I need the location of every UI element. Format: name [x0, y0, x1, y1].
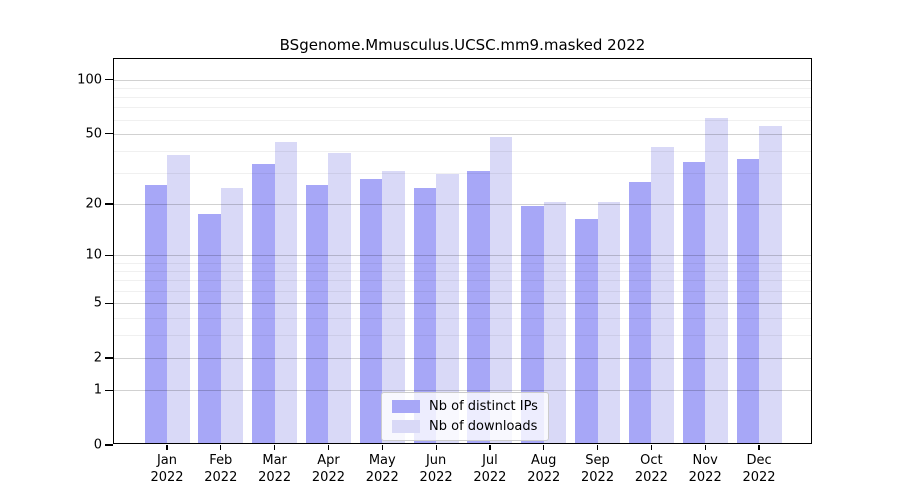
chart-title: BSgenome.Mmusculus.UCSC.mm9.masked 2022 [279, 36, 646, 54]
gridline-minor-90 [114, 87, 811, 89]
gridline-minor-40 [114, 150, 811, 152]
bar-distinct-ips-feb [198, 214, 221, 443]
gridline-major-2 [114, 358, 811, 360]
month-label-jan: Jan 2022 [150, 453, 184, 485]
gridline-minor-3 [114, 335, 811, 337]
bar-downloads-nov [705, 117, 728, 443]
bar-distinct-ips-jan [144, 185, 167, 443]
x-tick-jun [435, 444, 437, 450]
month-label-feb: Feb 2022 [204, 453, 238, 485]
y-tick-100 [105, 78, 113, 81]
y-tick-label-50: 50 [85, 126, 102, 142]
gridline-minor-7 [114, 280, 811, 282]
gridline-major-1 [114, 390, 811, 392]
month-label-sep: Sep 2022 [581, 453, 615, 485]
bar-distinct-ips-jul [467, 171, 490, 443]
gridline-major-100 [114, 79, 811, 81]
month-label-nov: Nov 2022 [688, 453, 722, 485]
y-tick-label-0: 0 [93, 437, 102, 453]
y-tick-label-2: 2 [93, 350, 102, 366]
legend-item-downloads: Nb of downloads [392, 419, 538, 434]
gridline-minor-8 [114, 271, 811, 273]
x-tick-may [381, 444, 383, 450]
gridline-minor-60 [114, 119, 811, 121]
bar-downloads-oct [651, 147, 674, 443]
gridline-minor-80 [114, 97, 811, 99]
x-tick-sep [596, 444, 599, 450]
bar-distinct-ips-sep [575, 218, 598, 443]
bar-distinct-ips-dec [736, 159, 760, 443]
month-label-may: May 2022 [365, 453, 399, 485]
bar-downloads-aug [543, 201, 567, 443]
plot-area: 0 1 2 5 10 20 50 100 Jan 2022 Feb 2022 Mar 2022 Apr 20… [77, 58, 812, 485]
bar-distinct-ips-aug [521, 205, 544, 443]
month-label-apr: Apr 2022 [311, 453, 345, 485]
x-tick-jul [489, 444, 491, 450]
x-tick-nov [704, 444, 706, 450]
y-tick-label-100: 100 [77, 72, 102, 88]
bar-downloads-mar [274, 141, 298, 443]
x-tick-aug [543, 444, 545, 450]
bar-downloads-jul [489, 136, 513, 443]
bar-distinct-ips-mar [252, 163, 275, 443]
x-tick-oct [650, 444, 652, 450]
y-tick-2 [105, 357, 113, 359]
x-tick-mar [274, 444, 276, 450]
x-tick-feb [220, 444, 222, 450]
y-tick-1 [105, 389, 113, 391]
month-label-jul: Jul 2022 [473, 453, 507, 485]
bar-downloads-apr [328, 152, 351, 443]
month-label-dec: Dec 2022 [742, 453, 776, 485]
bar-distinct-ips-nov [682, 161, 706, 443]
bar-downloads-jun [436, 173, 459, 443]
x-tick-apr [327, 444, 330, 450]
y-tick-label-5: 5 [93, 295, 102, 311]
legend-label: Nb of downloads [429, 419, 538, 434]
gridline-minor-70 [114, 107, 811, 109]
y-tick-50 [105, 133, 113, 135]
gridline-minor-9 [114, 262, 811, 264]
gridline-major-10 [114, 255, 811, 257]
y-tick-0 [105, 444, 113, 446]
y-tick-label-10: 10 [85, 247, 102, 263]
y-tick-5 [105, 302, 113, 304]
gridline-major-50 [114, 133, 811, 135]
y-tick-label-1: 1 [93, 382, 102, 398]
x-tick-dec [758, 444, 760, 450]
bar-distinct-ips-may [359, 179, 383, 443]
gridline-minor-6 [114, 290, 811, 292]
month-label-jun: Jun 2022 [419, 453, 453, 485]
month-label-mar: Mar 2022 [258, 453, 292, 485]
gridline-major-5 [114, 303, 811, 305]
y-tick-10 [105, 254, 113, 256]
x-tick-jan [166, 444, 168, 450]
gridline-major-20 [114, 203, 811, 205]
gridline-minor-4 [114, 317, 811, 319]
bar-downloads-may [382, 171, 405, 443]
gridline-minor-30 [114, 173, 811, 175]
month-label-oct: Oct 2022 [634, 453, 668, 485]
y-tick-20 [105, 203, 113, 205]
legend-swatch-distinct-ips-icon [392, 400, 420, 413]
bar-distinct-ips-jun [413, 188, 437, 443]
bar-downloads-feb [220, 188, 244, 443]
legend-swatch-downloads-icon [392, 420, 420, 433]
legend-label: Nb of distinct IPs [429, 399, 538, 414]
bar-distinct-ips-oct [628, 182, 652, 443]
bar-distinct-ips-apr [305, 185, 329, 443]
bar-downloads-sep [597, 201, 621, 443]
legend: Nb of distinct IPs Nb of downloads [381, 392, 549, 441]
y-tick-label-20: 20 [85, 196, 102, 212]
legend-item-distinct-ips: Nb of distinct IPs [392, 399, 538, 414]
month-label-aug: Aug 2022 [527, 453, 561, 485]
bar-downloads-jan [167, 155, 190, 443]
bar-downloads-dec [759, 125, 782, 443]
